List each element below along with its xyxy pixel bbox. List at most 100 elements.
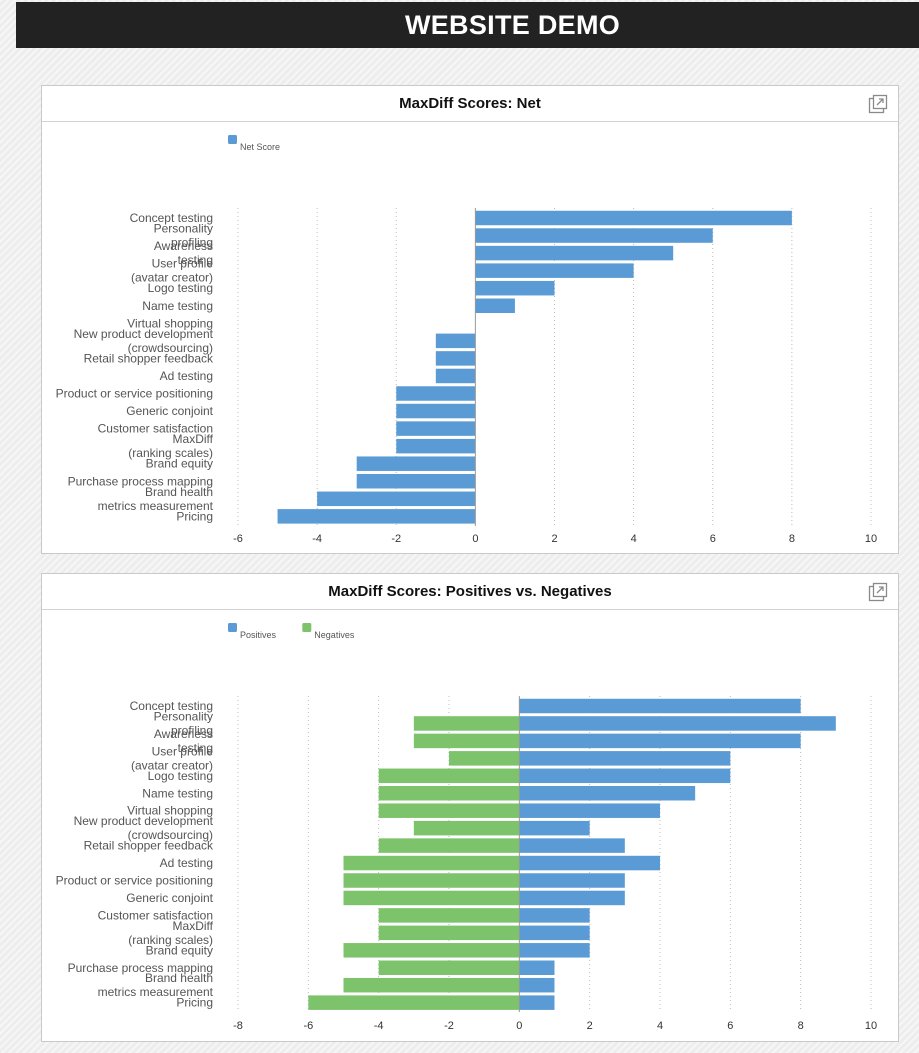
category-label: Personality profiling bbox=[154, 222, 213, 250]
category-label: Retail shopper feedback bbox=[84, 351, 214, 365]
category-label: Generic conjoint bbox=[126, 891, 213, 905]
bar-negatives[interactable] bbox=[343, 873, 520, 888]
bar-positives[interactable] bbox=[519, 995, 555, 1010]
bar-positives[interactable] bbox=[519, 768, 731, 784]
bar-net-score[interactable] bbox=[475, 245, 674, 261]
bar-positives[interactable] bbox=[519, 873, 625, 888]
category-label: New product development (crowdsourcing) bbox=[74, 814, 214, 842]
bar-net-score[interactable] bbox=[356, 474, 476, 489]
bar-net-score[interactable] bbox=[435, 368, 476, 384]
expand-icon[interactable] bbox=[868, 94, 888, 114]
category-label: MaxDiff (ranking scales) bbox=[128, 919, 213, 947]
positives-negatives-panel: MaxDiff Scores: Positives vs. Negatives … bbox=[41, 573, 899, 1042]
x-tick-label: -4 bbox=[374, 1020, 384, 1032]
category-label: Purchase process mapping bbox=[68, 961, 213, 975]
legend-swatch bbox=[302, 623, 312, 632]
bar-positives[interactable] bbox=[519, 977, 555, 993]
bar-positives[interactable] bbox=[519, 943, 590, 958]
bar-positives[interactable] bbox=[519, 786, 696, 801]
bar-positives[interactable] bbox=[519, 960, 555, 976]
bar-positives[interactable] bbox=[519, 716, 836, 731]
category-label: Generic conjoint bbox=[126, 404, 213, 418]
x-tick-label: 6 bbox=[727, 1020, 733, 1032]
bar-positives[interactable] bbox=[519, 925, 590, 941]
bar-positives[interactable] bbox=[519, 890, 625, 906]
x-tick-label: 2 bbox=[587, 1020, 593, 1032]
category-label: Brand equity bbox=[146, 943, 213, 957]
bar-net-score[interactable] bbox=[396, 421, 476, 436]
x-tick-label: 10 bbox=[865, 1020, 877, 1032]
legend-label[interactable]: Positives bbox=[240, 630, 277, 640]
bar-net-score[interactable] bbox=[435, 333, 476, 349]
bar-positives[interactable] bbox=[519, 820, 590, 836]
bar-positives[interactable] bbox=[519, 733, 801, 749]
category-label: Brand equity bbox=[146, 457, 213, 471]
bar-negatives[interactable] bbox=[378, 925, 520, 941]
bar-net-score[interactable] bbox=[475, 280, 555, 296]
x-tick-label: -2 bbox=[391, 533, 401, 545]
bar-negatives[interactable] bbox=[378, 908, 520, 923]
bar-net-score[interactable] bbox=[356, 456, 476, 471]
x-tick-label: 4 bbox=[657, 1020, 663, 1032]
bar-net-score[interactable] bbox=[396, 386, 476, 401]
category-label: Retail shopper feedback bbox=[84, 839, 214, 853]
x-tick-label: 0 bbox=[472, 533, 478, 545]
bar-net-score[interactable] bbox=[475, 263, 634, 278]
category-label: Name testing bbox=[142, 299, 213, 313]
bar-net-score[interactable] bbox=[475, 210, 792, 226]
bar-negatives[interactable] bbox=[413, 733, 520, 749]
bar-negatives[interactable] bbox=[343, 855, 520, 871]
x-tick-label: -6 bbox=[233, 533, 243, 545]
bar-negatives[interactable] bbox=[413, 716, 520, 731]
bar-negatives[interactable] bbox=[343, 977, 520, 993]
category-label: Pricing bbox=[176, 509, 213, 523]
category-label: New product development (crowdsourcing) bbox=[74, 327, 214, 355]
bar-negatives[interactable] bbox=[449, 751, 520, 766]
category-label: Customer satisfaction bbox=[98, 908, 213, 922]
bar-negatives[interactable] bbox=[378, 960, 520, 976]
category-label: Pricing bbox=[176, 996, 213, 1010]
x-tick-label: 10 bbox=[865, 533, 877, 545]
bar-positives[interactable] bbox=[519, 751, 731, 766]
category-label: Ad testing bbox=[160, 856, 213, 870]
net-scores-panel: MaxDiff Scores: Net Net Score Concept tes… bbox=[41, 85, 899, 554]
bar-negatives[interactable] bbox=[378, 768, 520, 784]
bar-negatives[interactable] bbox=[343, 890, 520, 906]
chart-title: MaxDiff Scores: Positives vs. Negatives bbox=[328, 583, 612, 600]
bar-net-score[interactable] bbox=[396, 438, 476, 454]
bar-positives[interactable] bbox=[519, 698, 801, 714]
bar-negatives[interactable] bbox=[378, 838, 520, 853]
legend-label[interactable]: Net Score bbox=[240, 142, 280, 152]
bar-negatives[interactable] bbox=[343, 943, 520, 958]
bar-positives[interactable] bbox=[519, 803, 660, 818]
bar-net-score[interactable] bbox=[317, 491, 476, 507]
category-label: User profile (avatar creator) bbox=[131, 257, 213, 285]
category-label: Customer satisfaction bbox=[98, 422, 213, 436]
bar-positives[interactable] bbox=[519, 838, 625, 853]
bar-negatives[interactable] bbox=[378, 803, 520, 818]
category-label: Product or service positioning bbox=[56, 874, 213, 888]
bar-net-score[interactable] bbox=[475, 228, 713, 243]
bar-positives[interactable] bbox=[519, 855, 660, 871]
expand-icon[interactable] bbox=[868, 582, 888, 602]
legend-swatch bbox=[228, 623, 237, 632]
x-tick-label: 0 bbox=[516, 1020, 522, 1032]
bar-net-score[interactable] bbox=[277, 509, 476, 524]
x-tick-label: -8 bbox=[233, 1020, 243, 1032]
panel-title-bar: MaxDiff Scores: Net bbox=[42, 86, 898, 122]
category-label: Name testing bbox=[142, 786, 213, 800]
legend-label[interactable]: Negatives bbox=[314, 630, 355, 640]
x-tick-label: 2 bbox=[551, 533, 557, 545]
bar-negatives[interactable] bbox=[308, 995, 520, 1010]
bar-negatives[interactable] bbox=[413, 820, 520, 836]
category-label: Virtual shopping bbox=[127, 804, 213, 818]
x-tick-label: 4 bbox=[631, 533, 637, 545]
bar-negatives[interactable] bbox=[378, 786, 520, 801]
panel-title-bar: MaxDiff Scores: Positives vs. Negatives bbox=[42, 574, 898, 610]
bar-net-score[interactable] bbox=[396, 403, 476, 419]
legend-swatch bbox=[228, 135, 237, 144]
bar-positives[interactable] bbox=[519, 908, 590, 923]
bar-net-score[interactable] bbox=[475, 298, 515, 314]
bar-net-score[interactable] bbox=[435, 351, 476, 366]
